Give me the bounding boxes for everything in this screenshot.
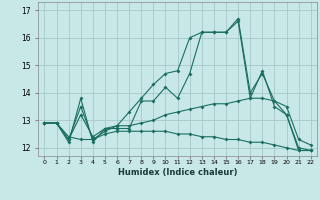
X-axis label: Humidex (Indice chaleur): Humidex (Indice chaleur) bbox=[118, 168, 237, 177]
